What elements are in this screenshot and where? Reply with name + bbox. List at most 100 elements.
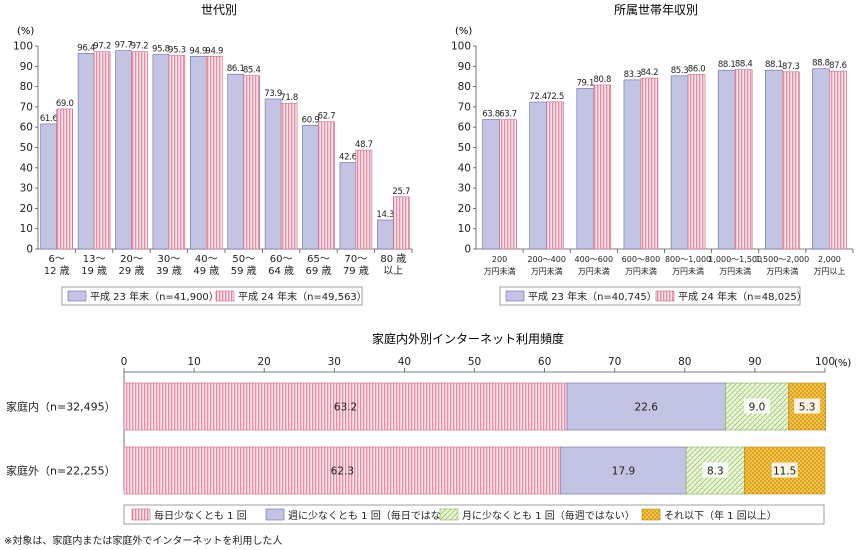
c3-legend-swatch xyxy=(265,508,285,521)
c1-bar xyxy=(339,162,357,250)
c3-legend-label: それ以下（年 1 回以上） xyxy=(664,509,777,522)
c1-y-tick-label: 40 xyxy=(20,162,33,174)
c3-value-label: 22.6 xyxy=(635,402,659,414)
c1-bar-value-label: 60.9 xyxy=(302,115,320,125)
c3-bar-segment xyxy=(123,382,568,431)
c2-category-label: 万円未満 xyxy=(672,266,704,276)
c2-bar xyxy=(576,88,595,250)
c2-category-label: 600〜800 xyxy=(622,255,661,264)
c2-legend-label: 平成 23 年末（n=40,745） xyxy=(528,290,657,303)
c1-bar-value-label: 96.4 xyxy=(77,43,95,53)
c2-bar xyxy=(546,101,564,250)
c1-bar-value-label: 97.2 xyxy=(131,42,149,52)
income-chart-y-unit: (%) xyxy=(455,26,472,37)
generation-chart-bars: 61.669.096.497.2 97.797.2 95.895.3 94.994.9… xyxy=(40,41,410,250)
c1-bar-value-label: 42.6 xyxy=(339,153,357,163)
c3-value-label-bg xyxy=(702,462,729,478)
c3-category-label: 家庭外（n=22,255） xyxy=(6,464,116,478)
c3-x-tick-label: 40 xyxy=(398,356,411,368)
c1-bar xyxy=(56,108,74,250)
c2-bar xyxy=(687,74,706,250)
c1-bar xyxy=(115,50,132,250)
home-usage-chart-bars: 63.2 22.6 9.0 5.3 62.3 17.9 8.3 11.5 xyxy=(123,382,827,495)
c1-bar xyxy=(190,56,207,250)
home-usage-chart-categories: 家庭内（n=32,495） 家庭外（n=22,255） xyxy=(6,400,116,478)
home-usage-chart-title: 家庭内外別インターネット利用頻度 xyxy=(372,331,564,346)
c3-legend-label: 毎日少なくとも 1 回 xyxy=(154,509,247,522)
generation-chart-title: 世代別 xyxy=(201,3,237,17)
c1-bar-value-label: 14.3 xyxy=(376,210,394,220)
c2-bar-value-label: 88.4 xyxy=(735,60,753,70)
c1-bar xyxy=(93,51,111,250)
c1-legend-swatch xyxy=(215,290,235,302)
generation-chart: 世代別 (%) 0 10 20 30 40 50 60 70 80 90 100 61.6 69.0 9… xyxy=(13,3,413,306)
c3-value-label-bg xyxy=(794,398,821,414)
c2-bar-value-label: 63.8 xyxy=(482,109,500,119)
c3-x-tick-label: 50 xyxy=(468,356,481,368)
home-usage-chart-legend: 毎日少なくとも 1 回 週に少なくとも 1 回（毎日ではない） 月に少なくとも 1 … xyxy=(123,504,825,525)
c1-category-label: 59 歳 xyxy=(231,265,257,277)
c1-bar-value-label: 85.4 xyxy=(243,66,261,76)
generation-chart-categories: 6〜12 歳 13〜19 歳 20〜29 歳 30〜39 歳 40〜49 歳 50〜59 … xyxy=(44,253,407,277)
c2-legend-box xyxy=(499,286,801,306)
c2-bar-value-label: 88.1 xyxy=(718,60,736,70)
c2-category-label: 万円以上 xyxy=(813,267,845,276)
generation-chart-y-ticks: 0 10 20 30 40 50 60 70 80 90 100 xyxy=(13,41,413,256)
c2-bar-value-label: 72.5 xyxy=(546,92,564,102)
c3-x-tick-label: 90 xyxy=(748,356,761,368)
c1-bar xyxy=(264,98,282,250)
c2-category-label: 万円未満 xyxy=(531,266,563,276)
c1-bar xyxy=(280,102,298,250)
c2-legend-swatch xyxy=(505,290,525,302)
c1-category-label: 20〜 xyxy=(120,254,143,265)
c3-category-label: 家庭内（n=32,495） xyxy=(6,400,116,414)
c1-bar-value-label: 86.1 xyxy=(227,64,245,74)
c2-bar-value-label: 79.1 xyxy=(576,78,594,88)
c1-category-label: 以上 xyxy=(383,265,403,277)
c1-bar-value-label: 97.7 xyxy=(115,41,133,51)
footnote: ※対象は、家庭内または家庭外でインターネットを利用した人 xyxy=(4,536,283,547)
c2-category-label: 万円未満 xyxy=(578,266,610,276)
c1-legend-label: 平成 23 年末（n=41,900） xyxy=(90,290,219,303)
c2-bar xyxy=(717,69,736,250)
c2-bar-value-label: 87.6 xyxy=(829,61,847,71)
c2-y-tick-label: 20 xyxy=(458,203,471,215)
c2-bar xyxy=(734,69,753,250)
c2-bar-value-label: 80.8 xyxy=(593,75,611,85)
c2-category-label: 万円未満 xyxy=(766,266,798,276)
c3-x-tick-label: 100 xyxy=(815,356,835,368)
c2-bar-value-label: 72.4 xyxy=(529,92,547,102)
c2-y-tick-label: 10 xyxy=(458,223,471,235)
c2-y-tick-label: 100 xyxy=(451,41,471,53)
c1-category-label: 70〜 xyxy=(345,254,368,265)
c3-legend-label: 月に少なくとも 1 回（毎週ではない） xyxy=(462,509,635,522)
c1-legend-label: 平成 24 年末（n=49,563） xyxy=(238,290,367,303)
c3-x-tick-label: 20 xyxy=(258,356,271,368)
generation-chart-y-unit: (%) xyxy=(17,26,34,37)
c2-category-label: 1,000〜1,500 xyxy=(708,255,762,264)
c1-y-tick-label: 30 xyxy=(20,183,33,195)
c2-bar-value-label: 86.0 xyxy=(688,64,706,74)
c1-y-tick-label: 20 xyxy=(20,203,33,215)
income-chart-legend: 平成 23 年末（n=40,745） 平成 24 年末（n=48,025） xyxy=(499,286,807,306)
c1-category-label: 6〜 xyxy=(49,254,65,265)
c1-bar-value-label: 97.2 xyxy=(93,42,111,52)
c1-bar-value-label: 62.7 xyxy=(318,112,336,122)
c3-x-tick-label: 70 xyxy=(608,356,621,368)
c2-bar-value-label: 63.7 xyxy=(499,110,517,120)
c1-bar xyxy=(77,53,95,250)
c1-category-label: 12 歳 xyxy=(44,265,70,277)
c2-bar xyxy=(765,69,783,250)
c2-y-tick-label: 60 xyxy=(458,122,471,134)
home-usage-chart-x-unit: (%) xyxy=(834,358,851,369)
c1-category-label: 39 歳 xyxy=(156,265,182,277)
c3-legend-swatch xyxy=(439,508,459,521)
c1-bar xyxy=(302,125,319,250)
c2-bar-value-label: 84.2 xyxy=(641,68,659,78)
c1-bar-value-label: 71.8 xyxy=(280,93,298,103)
c2-bar xyxy=(812,68,830,250)
generation-chart-legend: 平成 23 年末（n=41,900） 平成 24 年末（n=49,563） xyxy=(61,286,367,306)
c1-category-label: 69 歳 xyxy=(306,265,332,277)
c3-x-tick-label: 10 xyxy=(187,356,200,368)
